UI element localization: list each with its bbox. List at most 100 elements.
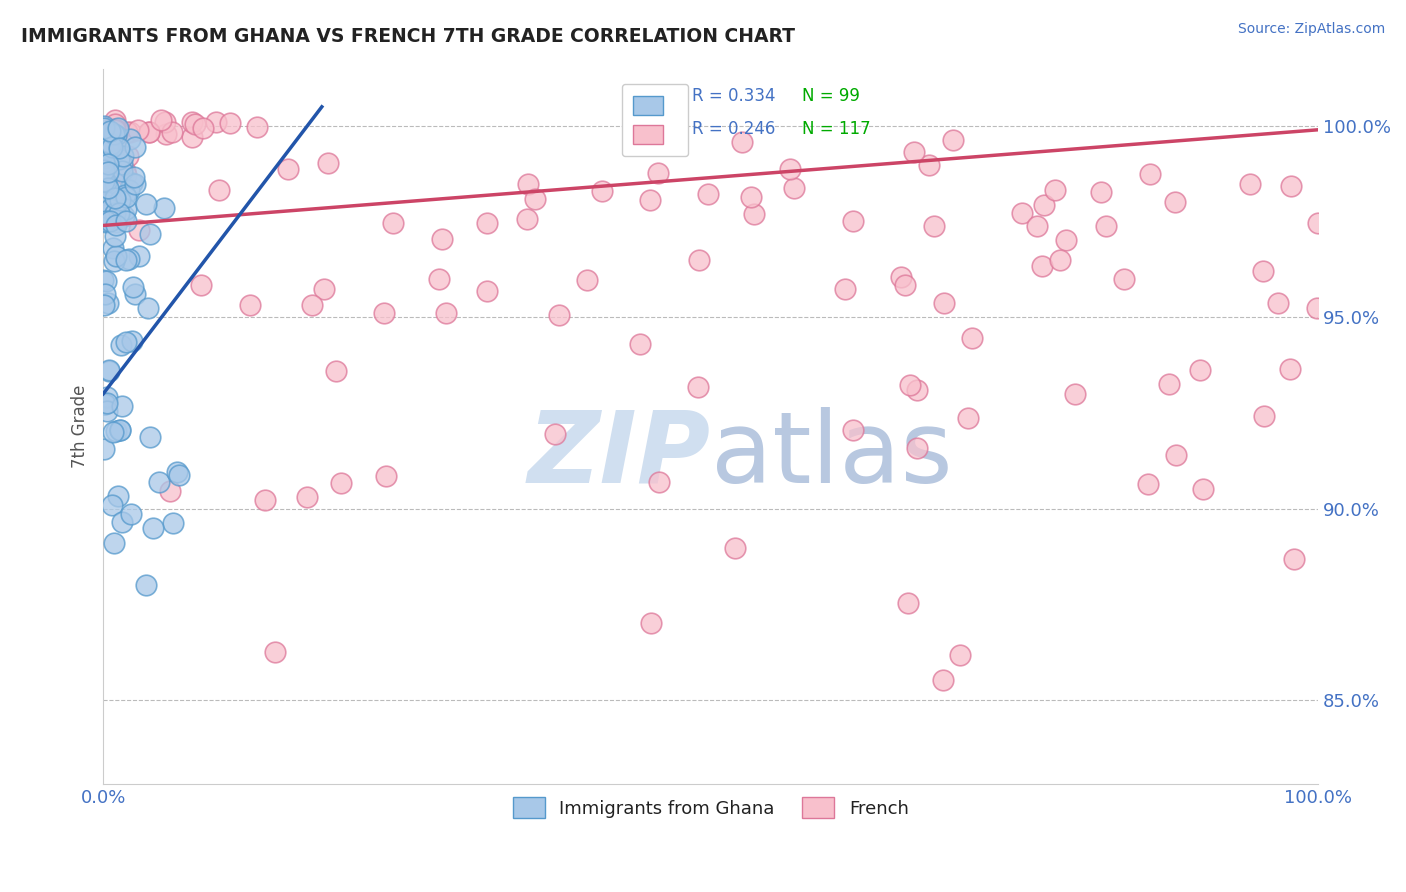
Point — [159, 483, 181, 498]
Point — [648, 475, 671, 489]
Point — [108, 193, 131, 207]
Point — [98, 202, 121, 216]
Point — [103, 253, 125, 268]
Point — [1032, 198, 1054, 212]
Point — [93, 210, 115, 224]
Point — [93, 145, 115, 159]
Point — [107, 152, 129, 166]
Point — [166, 465, 188, 479]
Point — [96, 215, 118, 229]
Point — [918, 158, 941, 172]
Point — [104, 191, 127, 205]
Point — [434, 306, 457, 320]
Point — [103, 128, 125, 142]
Point — [208, 182, 231, 196]
Point — [107, 141, 129, 155]
Point — [1139, 167, 1161, 181]
Point — [697, 186, 720, 201]
Point — [905, 384, 928, 398]
Point — [184, 117, 207, 131]
Point — [1114, 271, 1136, 285]
Point — [1031, 259, 1053, 273]
Point — [1025, 219, 1047, 233]
Point — [1043, 183, 1066, 197]
Point — [97, 180, 120, 194]
Point — [107, 121, 129, 136]
Point — [124, 140, 146, 154]
Point — [544, 426, 567, 441]
Point — [135, 578, 157, 592]
Point — [148, 475, 170, 490]
Point — [246, 120, 269, 134]
Point — [301, 298, 323, 312]
Point — [104, 117, 127, 131]
Point — [93, 119, 115, 133]
Point — [295, 491, 318, 505]
Point — [1251, 264, 1274, 278]
Point — [114, 168, 136, 182]
Point — [1049, 252, 1071, 267]
Point — [114, 335, 136, 350]
Point — [103, 535, 125, 549]
Point — [742, 207, 765, 221]
Point — [120, 507, 142, 521]
Point — [121, 177, 143, 191]
Point — [104, 249, 127, 263]
Point — [115, 252, 138, 267]
Point — [97, 296, 120, 310]
Point — [122, 280, 145, 294]
Point — [104, 219, 127, 233]
Point — [1159, 376, 1181, 391]
Point — [97, 364, 120, 378]
Point — [108, 423, 131, 437]
Point — [122, 169, 145, 184]
Point — [104, 138, 127, 153]
Point — [96, 396, 118, 410]
Point — [688, 253, 710, 268]
Point — [898, 377, 921, 392]
Point — [100, 202, 122, 217]
Point — [93, 174, 115, 188]
Point — [1192, 482, 1215, 496]
Point — [139, 227, 162, 242]
Point — [105, 128, 128, 143]
Point — [897, 596, 920, 610]
Point — [117, 149, 139, 163]
Point — [100, 137, 122, 152]
Point — [96, 390, 118, 404]
Point — [277, 161, 299, 176]
Point — [118, 252, 141, 266]
Point — [96, 404, 118, 418]
Point — [93, 149, 115, 163]
Point — [93, 197, 115, 211]
Point — [94, 151, 117, 165]
Point — [1253, 409, 1275, 423]
Point — [118, 132, 141, 146]
Text: N = 117: N = 117 — [801, 120, 870, 138]
Point — [104, 124, 127, 138]
Point — [264, 645, 287, 659]
Point — [591, 184, 613, 198]
Point — [686, 379, 709, 393]
Point — [93, 397, 115, 411]
Point — [114, 190, 136, 204]
Point — [1279, 179, 1302, 194]
Point — [576, 272, 599, 286]
Point — [162, 125, 184, 139]
Point — [94, 286, 117, 301]
Point — [730, 135, 752, 149]
Point — [1054, 233, 1077, 247]
Point — [101, 241, 124, 255]
Point — [329, 475, 352, 490]
Point — [135, 197, 157, 211]
Point — [114, 210, 136, 224]
Point — [110, 423, 132, 437]
Point — [782, 181, 804, 195]
Point — [97, 141, 120, 155]
Point — [98, 362, 121, 376]
Point — [316, 156, 339, 170]
Point — [120, 125, 142, 139]
Point — [1305, 301, 1327, 316]
Point — [381, 216, 404, 230]
Point — [903, 145, 925, 160]
